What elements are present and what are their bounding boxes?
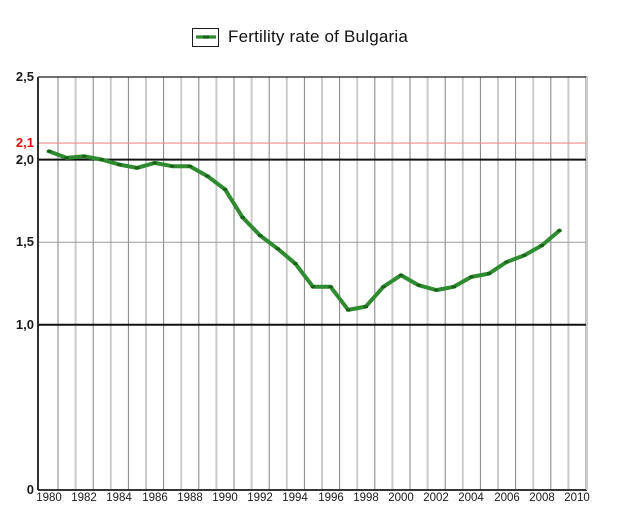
y-axis-tick-label: 2,0 <box>15 152 34 167</box>
data-point-marker <box>310 285 316 289</box>
data-point-marker <box>416 283 421 287</box>
x-axis-tick-label: 1980 <box>36 492 62 504</box>
data-point-marker <box>398 273 404 277</box>
plot-frame <box>37 76 588 491</box>
data-point-marker <box>328 285 333 289</box>
horizontal-reference-lines <box>38 142 587 326</box>
x-axis-tick-label: 2002 <box>423 492 449 504</box>
x-axis-tick-label: 1982 <box>71 492 97 504</box>
data-point-markers <box>46 150 562 312</box>
x-axis-tick-label: 1988 <box>177 492 203 504</box>
fertility-rate-polyline <box>47 149 562 312</box>
data-point-marker <box>240 216 245 219</box>
data-point-marker <box>46 150 52 153</box>
x-axis-tick-label: 2004 <box>458 492 484 504</box>
data-point-marker <box>522 254 527 257</box>
y-axis-tick-label: 2,5 <box>15 69 34 84</box>
y-axis-tick-label: 2,1 <box>15 135 34 150</box>
data-point-marker <box>275 247 280 251</box>
chart-legend: Fertility rate of Bulgaria <box>0 27 615 47</box>
x-axis-tick-label: 2006 <box>494 492 520 504</box>
x-axis-tick-label: 1990 <box>212 492 238 504</box>
data-point-marker <box>187 164 192 168</box>
x-axis-tick-label: 2000 <box>388 492 414 504</box>
data-point-marker <box>434 288 439 292</box>
x-axis-tick-label: 1986 <box>142 492 168 504</box>
legend-label: Fertility rate of Bulgaria <box>228 27 408 46</box>
legend-line-swatch-icon <box>192 27 219 47</box>
x-axis-tick-label: 1994 <box>282 492 308 504</box>
vertical-gridlines <box>57 77 587 490</box>
x-axis-tick-label: 1992 <box>247 492 273 504</box>
x-axis-tick-label: 1998 <box>353 492 379 504</box>
data-point-marker <box>99 158 104 161</box>
data-point-marker <box>451 285 456 289</box>
data-point-marker <box>205 174 210 178</box>
data-point-marker <box>486 272 492 275</box>
data-point-marker <box>152 161 157 165</box>
data-point-marker <box>293 262 298 265</box>
x-axis-tick-label: 2010 <box>564 492 590 504</box>
data-point-marker <box>170 164 175 168</box>
data-point-marker <box>363 305 368 308</box>
legend-line-glyph <box>195 35 216 39</box>
y-axis-tick-label: 1,5 <box>15 234 34 249</box>
data-point-marker <box>557 229 562 232</box>
y-axis-tick-label: 1,0 <box>15 317 34 332</box>
y-axis-tick-label: 0 <box>26 482 34 497</box>
data-point-marker <box>117 163 122 166</box>
data-point-marker <box>504 260 509 264</box>
data-point-marker <box>258 234 263 237</box>
data-point-marker <box>381 285 386 289</box>
x-axis-tick-label: 1984 <box>106 492 132 504</box>
fertility-rate-line <box>47 149 562 312</box>
x-axis-tick-label: 1996 <box>318 492 344 504</box>
data-point-marker <box>222 188 228 191</box>
data-point-marker <box>82 154 87 158</box>
data-point-marker <box>346 308 351 312</box>
data-point-marker <box>134 166 140 170</box>
data-point-marker <box>64 156 69 160</box>
x-axis-tick-label: 2008 <box>529 492 555 504</box>
data-point-marker <box>469 275 474 279</box>
data-point-marker <box>539 244 544 247</box>
